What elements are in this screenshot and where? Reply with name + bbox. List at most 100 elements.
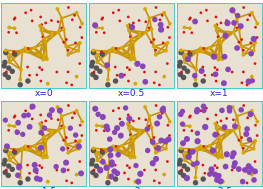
Circle shape [103, 129, 105, 132]
Circle shape [189, 16, 192, 19]
Circle shape [79, 26, 82, 29]
Circle shape [166, 41, 169, 45]
Circle shape [117, 107, 120, 110]
Circle shape [200, 148, 204, 151]
Circle shape [240, 136, 243, 139]
Circle shape [67, 6, 70, 9]
Circle shape [25, 176, 31, 182]
Circle shape [216, 58, 220, 61]
Circle shape [161, 112, 164, 115]
Circle shape [80, 134, 83, 137]
Circle shape [39, 80, 42, 82]
Circle shape [42, 135, 46, 139]
Circle shape [78, 139, 82, 143]
Circle shape [194, 108, 200, 115]
Circle shape [237, 41, 240, 43]
Circle shape [148, 16, 151, 20]
Circle shape [14, 16, 16, 19]
Circle shape [155, 104, 158, 107]
Circle shape [254, 160, 256, 163]
Circle shape [44, 139, 48, 143]
Circle shape [128, 23, 131, 26]
Circle shape [26, 66, 29, 68]
Circle shape [194, 166, 198, 170]
Circle shape [75, 11, 78, 15]
Circle shape [250, 173, 254, 177]
Circle shape [56, 129, 60, 132]
Circle shape [3, 50, 8, 55]
Circle shape [100, 149, 103, 151]
Circle shape [12, 149, 17, 155]
Circle shape [96, 151, 99, 155]
Circle shape [183, 158, 187, 162]
Circle shape [80, 22, 84, 26]
Circle shape [60, 27, 63, 29]
Circle shape [205, 107, 208, 110]
Circle shape [186, 154, 192, 160]
Circle shape [27, 145, 30, 148]
Circle shape [251, 177, 257, 183]
Circle shape [75, 109, 78, 113]
Circle shape [80, 36, 83, 39]
Circle shape [39, 126, 43, 130]
Circle shape [125, 151, 128, 155]
Circle shape [49, 107, 55, 113]
Circle shape [91, 148, 96, 153]
Circle shape [194, 160, 200, 166]
Circle shape [67, 49, 69, 52]
Circle shape [66, 151, 70, 155]
Circle shape [158, 22, 164, 28]
Circle shape [239, 107, 244, 113]
Circle shape [50, 32, 54, 36]
Circle shape [13, 124, 16, 128]
Circle shape [38, 164, 41, 167]
Circle shape [94, 65, 99, 71]
Circle shape [90, 158, 95, 163]
Circle shape [180, 121, 185, 127]
Circle shape [14, 129, 20, 135]
Circle shape [154, 53, 158, 57]
Circle shape [161, 14, 164, 17]
Circle shape [6, 65, 12, 71]
Circle shape [45, 155, 49, 159]
Circle shape [95, 158, 99, 162]
Circle shape [134, 61, 140, 67]
Circle shape [250, 11, 254, 15]
Circle shape [196, 147, 199, 151]
Circle shape [100, 149, 105, 155]
Circle shape [210, 147, 216, 154]
Circle shape [225, 67, 231, 72]
Circle shape [148, 27, 151, 29]
X-axis label: x=1: x=1 [210, 89, 229, 98]
Circle shape [212, 132, 218, 138]
Circle shape [37, 151, 41, 155]
Circle shape [126, 24, 130, 28]
Circle shape [180, 109, 185, 114]
Circle shape [201, 108, 207, 113]
Circle shape [242, 147, 245, 149]
Circle shape [200, 11, 202, 14]
Circle shape [181, 163, 187, 169]
Circle shape [246, 182, 248, 184]
Circle shape [19, 68, 23, 71]
Circle shape [113, 50, 117, 53]
Circle shape [243, 131, 249, 137]
Circle shape [118, 19, 121, 22]
Circle shape [116, 74, 119, 77]
Circle shape [162, 42, 164, 44]
Circle shape [92, 49, 95, 52]
Circle shape [155, 145, 161, 151]
Circle shape [42, 152, 46, 156]
Circle shape [129, 156, 133, 160]
Circle shape [114, 170, 120, 176]
Circle shape [107, 136, 113, 142]
Circle shape [143, 169, 146, 171]
Circle shape [150, 27, 153, 31]
Circle shape [41, 58, 45, 61]
Circle shape [254, 124, 257, 127]
Circle shape [41, 36, 44, 38]
Circle shape [206, 19, 209, 22]
Circle shape [5, 169, 8, 171]
Circle shape [8, 60, 12, 64]
Circle shape [57, 20, 59, 23]
